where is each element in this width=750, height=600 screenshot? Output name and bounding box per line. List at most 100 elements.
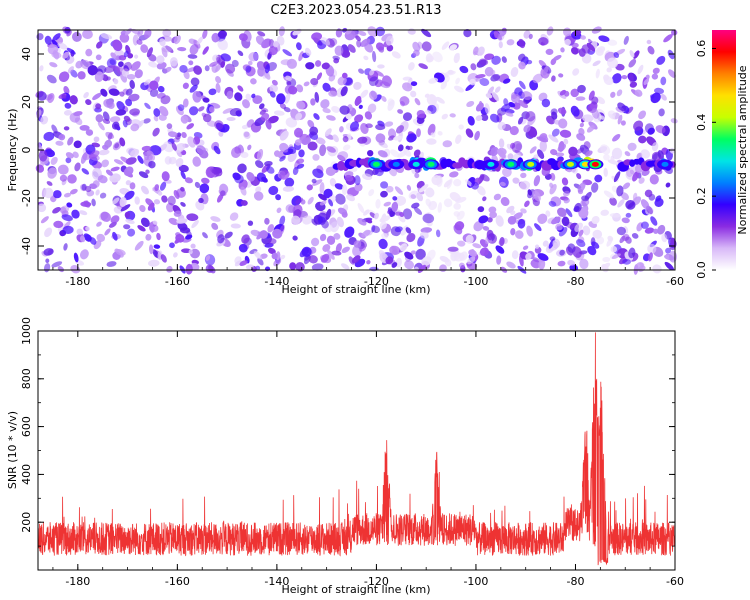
spectrogram-cell	[96, 233, 106, 242]
spectrogram-cell	[36, 33, 44, 41]
spectrogram-cell	[520, 172, 527, 179]
spectrogram-cell	[574, 222, 583, 232]
spectrogram-cell	[591, 216, 600, 224]
spectrogram-cell	[140, 217, 150, 228]
spectrogram-cell	[355, 35, 361, 42]
spectrogram-cell	[406, 184, 412, 191]
spectrogram-cell	[410, 90, 417, 98]
spectrogram-cell	[187, 136, 196, 148]
spectrogram-cell	[38, 149, 48, 162]
x-tick-label: -120	[364, 275, 389, 288]
spectrogram-cell	[156, 232, 161, 241]
spectrogram-cell	[657, 224, 666, 235]
spectrogram-cell	[218, 130, 224, 137]
spectrogram-cell	[269, 91, 276, 98]
spectrogram-cell	[419, 231, 429, 239]
spectrogram-cell	[480, 113, 489, 121]
spectrogram-cell	[102, 144, 109, 150]
spectrogram-cell	[517, 219, 526, 229]
spectrogram-cell	[312, 153, 320, 161]
spectrogram-cell	[603, 167, 608, 177]
spectrogram-cell	[454, 85, 464, 93]
spectrogram-cell	[253, 250, 262, 260]
spectrogram-cell	[129, 79, 135, 90]
spectrogram-cell	[144, 102, 151, 110]
spectrogram-cell	[161, 171, 170, 182]
spectrogram-cell	[629, 72, 634, 84]
spectrogram-cell	[411, 202, 420, 209]
spectrogram-cell	[363, 209, 370, 216]
spectrogram-cell	[163, 66, 172, 74]
spectrogram-cell	[255, 35, 265, 46]
spectrogram-cell	[586, 42, 596, 52]
spectrogram-cell	[640, 199, 650, 210]
spectrogram-cell	[180, 201, 186, 207]
spectrogram-cell	[499, 181, 506, 187]
spectrogram-cell	[558, 226, 568, 237]
spectrogram-cell	[364, 42, 374, 53]
spectrogram-cell	[384, 121, 394, 127]
spectrogram-cell	[113, 159, 124, 165]
spectrogram-cell	[328, 74, 336, 82]
spectrogram-cell	[246, 171, 255, 182]
spectrogram-cell	[247, 220, 254, 226]
spectrogram-cell	[83, 91, 89, 99]
spectrogram-cell	[175, 233, 185, 243]
spectrogram-cell	[528, 33, 533, 40]
spectrogram-cell	[360, 38, 371, 47]
spectrogram-cell	[397, 150, 407, 158]
spectrogram-cell	[112, 197, 120, 205]
spectrogram-cell	[215, 76, 222, 84]
spectrogram-cell	[633, 120, 644, 131]
spectrogram-cell	[95, 103, 102, 110]
spectrogram-cell	[449, 113, 456, 118]
spectrogram-cell	[273, 258, 282, 267]
signal-peak	[487, 161, 495, 167]
spectrogram-cell	[320, 253, 330, 263]
spectrogram-cell	[125, 88, 133, 96]
spectrogram-cell	[628, 58, 637, 68]
spectrogram-cell	[617, 114, 623, 125]
spectrogram-cell	[505, 111, 514, 117]
spectrogram-cell	[126, 147, 139, 156]
spectrogram-cell	[405, 227, 412, 234]
spectrogram-cell	[358, 104, 363, 109]
spectrogram-cell	[661, 233, 668, 243]
spectrogram-cell	[214, 120, 224, 130]
spectrogram-cell	[486, 229, 494, 241]
spectrogram-cell	[116, 101, 125, 111]
spectrogram-cell	[500, 196, 510, 207]
spectrogram-cell	[311, 32, 323, 41]
spectrogram-cell	[603, 76, 614, 86]
spectrogram-cell	[326, 146, 336, 153]
spectrogram-cell	[193, 65, 202, 75]
spectrogram-cell	[425, 187, 435, 198]
spectrogram-cell	[369, 266, 379, 272]
spectrogram-cell	[354, 183, 363, 192]
spectrogram-cell	[414, 172, 420, 179]
spectrogram-cell	[638, 135, 647, 144]
spectrogram-cell	[99, 192, 107, 199]
spectrogram-cell	[63, 86, 70, 95]
spectrogram-cell	[43, 131, 55, 141]
spectrogram-cell	[497, 148, 506, 159]
x-tick-label: -140	[264, 575, 289, 588]
spectrogram-cell	[354, 95, 362, 106]
spectrogram-cell	[335, 193, 346, 205]
spectrogram-cell	[110, 215, 120, 224]
spectrogram-cell	[202, 97, 210, 103]
spectrogram-cell	[161, 195, 168, 203]
spectrogram-cell	[638, 110, 647, 120]
spectrogram-cell	[130, 123, 140, 132]
spectrogram-cell	[335, 243, 342, 253]
spectrogram-cell	[473, 220, 484, 232]
spectrogram-cell	[81, 168, 90, 175]
spectrogram-cell	[382, 75, 392, 87]
spectrogram-cell	[644, 227, 655, 234]
spectrogram-cell	[195, 200, 205, 211]
spectrogram-cell	[518, 99, 528, 109]
spectrogram-cell	[357, 136, 368, 144]
spectrogram-cell	[378, 238, 388, 250]
spectrogram-cell	[115, 109, 127, 116]
spectrogram-cell	[632, 170, 640, 182]
